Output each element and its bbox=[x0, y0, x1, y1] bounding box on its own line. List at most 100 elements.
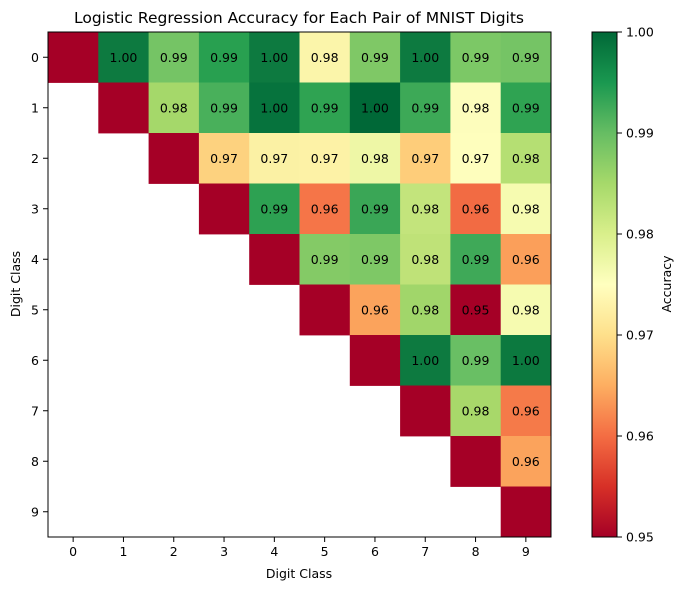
heatmap-cell bbox=[450, 385, 502, 437]
chart-title: Logistic Regression Accuracy for Each Pa… bbox=[74, 9, 524, 27]
x-tick-label: 1 bbox=[119, 544, 127, 559]
heatmap-cell bbox=[500, 284, 552, 336]
heatmap-cell bbox=[400, 385, 451, 437]
heatmap-cells: 1.00 0.99 0.99 1.00 0.98 0.99 1.00 0.99 0.99 0.98… bbox=[48, 32, 552, 538]
cell-value-label: 0.99 bbox=[311, 100, 339, 115]
cell-value-label: 1.00 bbox=[260, 100, 288, 115]
cell-value-label: 0.99 bbox=[260, 201, 288, 216]
heatmap-cell bbox=[349, 335, 401, 386]
heatmap-cell bbox=[500, 82, 552, 134]
x-tick-label: 8 bbox=[472, 544, 480, 559]
x-tick-label: 3 bbox=[220, 544, 228, 559]
cell-value-label: 1.00 bbox=[260, 50, 288, 65]
cell-value-label: 0.98 bbox=[160, 100, 188, 115]
cell-value-label: 1.00 bbox=[361, 100, 389, 115]
cell-value-label: 0.99 bbox=[311, 252, 339, 267]
heatmap-cell bbox=[500, 183, 552, 235]
cell-value-label: 1.00 bbox=[411, 353, 439, 368]
colorbar-tick-label: 0.96 bbox=[626, 429, 654, 444]
colorbar-tick-label: 0.98 bbox=[626, 227, 654, 242]
heatmap-cell bbox=[249, 32, 300, 83]
heatmap-cell bbox=[349, 183, 401, 235]
heatmap-cell bbox=[349, 133, 401, 184]
heatmap-cell bbox=[98, 82, 149, 134]
cell-value-label: 0.95 bbox=[462, 302, 490, 317]
y-tick-label: 4 bbox=[31, 252, 39, 267]
cell-value-label: 0.97 bbox=[311, 151, 339, 166]
heatmap-cell bbox=[98, 32, 149, 83]
y-tick-label: 1 bbox=[31, 100, 39, 115]
cell-value-label: 0.98 bbox=[512, 201, 540, 216]
heatmap-cell bbox=[249, 133, 300, 184]
heatmap-cell bbox=[500, 385, 552, 437]
colorbar-tick-label: 0.99 bbox=[626, 126, 654, 141]
heatmap-cell bbox=[500, 133, 552, 184]
heatmap-cell bbox=[148, 82, 200, 134]
heatmap-cell bbox=[450, 183, 502, 235]
heatmap-cell bbox=[500, 234, 552, 285]
heatmap-cell bbox=[299, 284, 351, 336]
heatmap-cell bbox=[349, 82, 401, 134]
cell-value-label: 0.96 bbox=[512, 252, 540, 267]
heatmap-cell bbox=[400, 82, 451, 134]
heatmap-cell bbox=[450, 133, 502, 184]
heatmap-cell bbox=[400, 234, 451, 285]
heatmap-cell bbox=[299, 234, 351, 285]
heatmap-cell bbox=[400, 284, 451, 336]
heatmap-cell bbox=[450, 32, 502, 83]
cell-value-label: 0.98 bbox=[361, 151, 389, 166]
y-tick-label: 7 bbox=[31, 403, 39, 418]
cell-value-label: 0.96 bbox=[361, 302, 389, 317]
cell-value-label: 1.00 bbox=[512, 353, 540, 368]
cell-value-label: 1.00 bbox=[411, 50, 439, 65]
heatmap-cell bbox=[500, 436, 552, 487]
heatmap-cell bbox=[249, 234, 300, 285]
y-tick-label: 0 bbox=[31, 50, 39, 65]
cell-value-label: 0.99 bbox=[210, 100, 238, 115]
cell-value-label: 1.00 bbox=[110, 50, 138, 65]
cell-value-label: 0.98 bbox=[462, 403, 490, 418]
heatmap-cell bbox=[299, 133, 351, 184]
heatmap-cell bbox=[400, 133, 451, 184]
cell-value-label: 0.98 bbox=[311, 50, 339, 65]
cell-value-label: 0.99 bbox=[361, 201, 389, 216]
y-tick-label: 5 bbox=[31, 302, 39, 317]
cell-value-label: 0.98 bbox=[411, 302, 439, 317]
cell-value-label: 0.99 bbox=[361, 252, 389, 267]
cell-value-label: 0.96 bbox=[512, 454, 540, 469]
cell-value-label: 0.99 bbox=[160, 50, 188, 65]
heatmap-cell bbox=[500, 486, 552, 538]
x-tick-label: 5 bbox=[321, 544, 329, 559]
colorbar: 0.95 0.96 0.97 0.98 0.99 1.00 bbox=[591, 25, 654, 545]
heatmap-cell bbox=[148, 32, 200, 83]
heatmap-cell bbox=[500, 335, 552, 386]
plot-frame bbox=[47, 31, 552, 538]
x-tick-label: 2 bbox=[170, 544, 178, 559]
colorbar-label: Accuracy bbox=[659, 255, 674, 313]
heatmap-cell bbox=[349, 234, 401, 285]
cell-value-label: 0.99 bbox=[462, 252, 490, 267]
y-tick-label: 6 bbox=[31, 353, 39, 368]
cell-value-label: 0.99 bbox=[512, 100, 540, 115]
heatmap-cell bbox=[198, 32, 250, 83]
cell-value-label: 0.99 bbox=[462, 353, 490, 368]
heatmap-cell bbox=[400, 183, 451, 235]
heatmap-cell bbox=[349, 32, 401, 83]
heatmap-cell bbox=[450, 82, 502, 134]
y-tick-label: 2 bbox=[31, 151, 39, 166]
cell-value-label: 0.98 bbox=[411, 201, 439, 216]
x-tick-label: 6 bbox=[371, 544, 379, 559]
heatmap-cell bbox=[299, 32, 351, 83]
colorbar-tick-label: 0.95 bbox=[626, 530, 654, 545]
heatmap-cell bbox=[148, 133, 200, 184]
cell-value-label: 0.96 bbox=[311, 201, 339, 216]
colorbar-tick-label: 1.00 bbox=[626, 25, 654, 40]
heatmap-cell bbox=[400, 32, 451, 83]
cell-value-label: 0.97 bbox=[411, 151, 439, 166]
cell-value-label: 0.98 bbox=[512, 151, 540, 166]
cell-value-label: 0.97 bbox=[462, 151, 490, 166]
heatmap-cell bbox=[450, 234, 502, 285]
cell-value-label: 0.98 bbox=[512, 302, 540, 317]
cell-value-label: 0.99 bbox=[512, 50, 540, 65]
